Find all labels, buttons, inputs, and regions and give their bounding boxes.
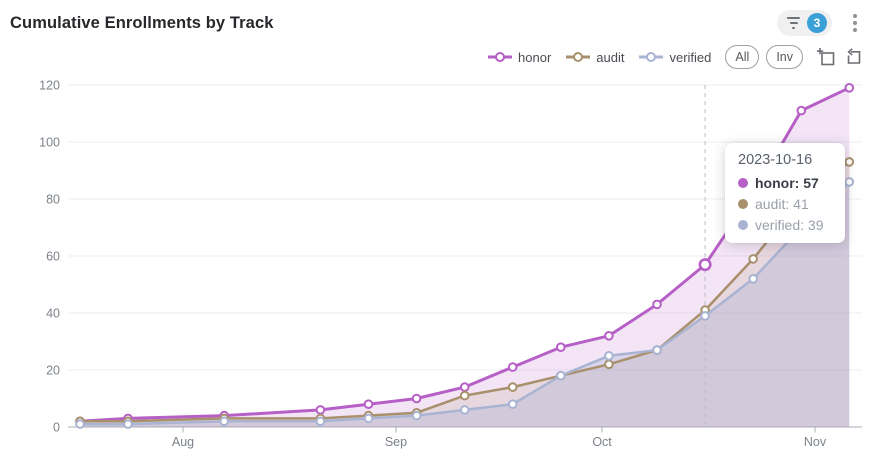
header-controls: 3 xyxy=(777,10,861,36)
kebab-dot xyxy=(853,14,857,18)
legend-select-buttons: All Inv xyxy=(725,44,803,70)
y-axis-label: 60 xyxy=(46,250,60,264)
data-point-verified[interactable] xyxy=(123,419,133,429)
kebab-menu-button[interactable] xyxy=(849,10,861,36)
data-point-honor[interactable] xyxy=(604,331,614,341)
filter-button[interactable]: 3 xyxy=(777,10,832,36)
legend: honor audit verified xyxy=(487,50,711,65)
data-point-verified[interactable] xyxy=(315,416,326,427)
data-point-verified[interactable] xyxy=(748,274,759,284)
tooltip-item-honor: honor: 57 xyxy=(738,175,832,191)
data-point-verified[interactable] xyxy=(75,419,85,429)
series-dot-icon xyxy=(738,199,748,209)
data-point-honor[interactable] xyxy=(315,405,326,415)
y-axis-label: 0 xyxy=(53,421,60,435)
legend-item-verified[interactable]: verified xyxy=(638,50,711,65)
chart-tooltip: 2023-10-16 honor: 57 audit: 41 verified: 3… xyxy=(725,143,845,243)
legend-item-honor[interactable]: honor xyxy=(487,50,551,65)
area-fill-honor xyxy=(79,87,850,428)
series-dot-icon xyxy=(738,220,748,230)
y-axis-label: 20 xyxy=(46,364,60,378)
data-point-honor[interactable] xyxy=(844,83,855,93)
invert-selection-button[interactable]: Inv xyxy=(766,44,803,70)
tooltip-date: 2023-10-16 xyxy=(738,152,813,168)
x-axis-label: Aug xyxy=(172,435,194,449)
series-dot-icon xyxy=(738,178,748,188)
data-point-honor[interactable] xyxy=(698,258,712,272)
data-point-audit[interactable] xyxy=(459,390,470,401)
data-point-verified[interactable] xyxy=(411,410,422,421)
filter-icon xyxy=(787,17,800,29)
legend-marker-icon xyxy=(639,52,664,62)
page-title: Cumulative Enrollments by Track xyxy=(10,13,274,32)
data-point-honor[interactable] xyxy=(459,382,470,392)
legend-marker-icon xyxy=(488,52,513,62)
legend-marker-icon xyxy=(566,52,591,62)
tooltip-item-audit: audit: 41 xyxy=(738,196,832,212)
area-fill-verified xyxy=(79,181,850,427)
data-point-verified[interactable] xyxy=(604,351,614,361)
data-point-honor[interactable] xyxy=(556,342,566,353)
x-axis-label: Oct xyxy=(592,435,612,449)
data-point-verified[interactable] xyxy=(652,345,662,355)
tooltip-rows: honor: 57 audit: 41 verified: 39 xyxy=(738,175,832,233)
area-fill-audit xyxy=(79,161,850,427)
kebab-dot xyxy=(853,21,857,25)
select-all-button[interactable]: All xyxy=(725,44,760,70)
data-point-honor[interactable] xyxy=(363,399,374,410)
zoom-reset-icon[interactable] xyxy=(844,48,862,66)
legend-label: verified xyxy=(669,49,712,65)
data-point-verified[interactable] xyxy=(219,416,229,427)
data-point-honor[interactable] xyxy=(411,393,422,404)
data-point-honor[interactable] xyxy=(507,362,518,372)
data-point-audit[interactable] xyxy=(604,359,614,370)
data-point-honor[interactable] xyxy=(796,105,807,116)
tooltip-item-verified: verified: 39 xyxy=(738,217,832,233)
legend-row: honor audit verified All Inv xyxy=(487,44,862,70)
y-axis-label: 100 xyxy=(39,136,60,150)
data-point-honor[interactable] xyxy=(652,299,662,310)
zoom-select-icon[interactable] xyxy=(817,48,835,66)
legend-label: honor xyxy=(518,49,552,65)
data-point-verified[interactable] xyxy=(459,405,470,415)
data-point-verified[interactable] xyxy=(700,311,710,321)
y-axis-label: 80 xyxy=(46,193,60,207)
legend-label: audit xyxy=(596,49,625,65)
y-axis-label: 120 xyxy=(39,79,60,93)
data-point-verified[interactable] xyxy=(556,370,566,381)
data-point-verified[interactable] xyxy=(507,399,518,410)
header: Cumulative Enrollments by Track 3 xyxy=(0,0,875,40)
data-point-audit[interactable] xyxy=(507,382,518,392)
data-point-audit[interactable] xyxy=(844,157,855,167)
y-axis-label: 40 xyxy=(46,307,60,321)
kebab-dot xyxy=(853,28,857,32)
x-axis-label: Sep xyxy=(385,435,407,449)
filter-count-badge: 3 xyxy=(807,13,827,33)
toolbox xyxy=(817,48,862,66)
x-axis-label: Nov xyxy=(804,435,827,449)
data-point-verified[interactable] xyxy=(844,177,855,187)
legend-item-audit[interactable]: audit xyxy=(565,50,624,65)
data-point-verified[interactable] xyxy=(363,413,374,424)
data-point-audit[interactable] xyxy=(748,254,759,264)
